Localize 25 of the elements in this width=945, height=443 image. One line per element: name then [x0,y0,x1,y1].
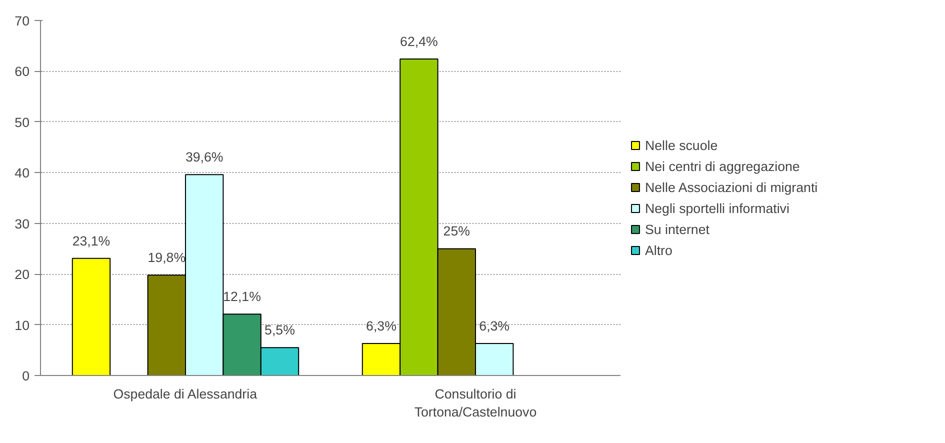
data-label: 12,1% [223,289,262,304]
y-tick-label: 0 [22,368,30,384]
y-tick-label: 60 [14,64,30,80]
legend-label: Su internet [645,222,710,236]
y-tick-label: 50 [14,114,30,130]
data-label: 39,6% [185,150,224,165]
y-tick-label: 40 [14,166,30,181]
x-tick-label: Consultorio di Tortona/Castelnuovo [414,386,537,420]
y-tick-label: 70 [14,14,30,28]
legend-label: Nelle scuole [645,138,718,152]
data-label: 62,4% [400,34,438,50]
y-tick-label: 30 [14,216,30,232]
x-tick-label: Ospedale di Alessandria [113,386,258,402]
data-label: 25% [443,224,470,239]
y-tick-label: 10 [14,318,30,333]
bar [72,258,111,376]
y-tick-label: 20 [14,267,30,282]
data-label: 6,3% [479,318,510,334]
data-label: 6,3% [366,318,397,334]
data-label: 5,5% [264,322,296,338]
legend-label: Nei centri di aggregazione [645,158,800,174]
data-label: 23,1% [72,233,110,248]
legend-label: Negli sportelli informativi [645,200,790,216]
legend-label: Altro [645,242,672,258]
legend-label: Nelle Associazioni di migranti [645,180,818,194]
